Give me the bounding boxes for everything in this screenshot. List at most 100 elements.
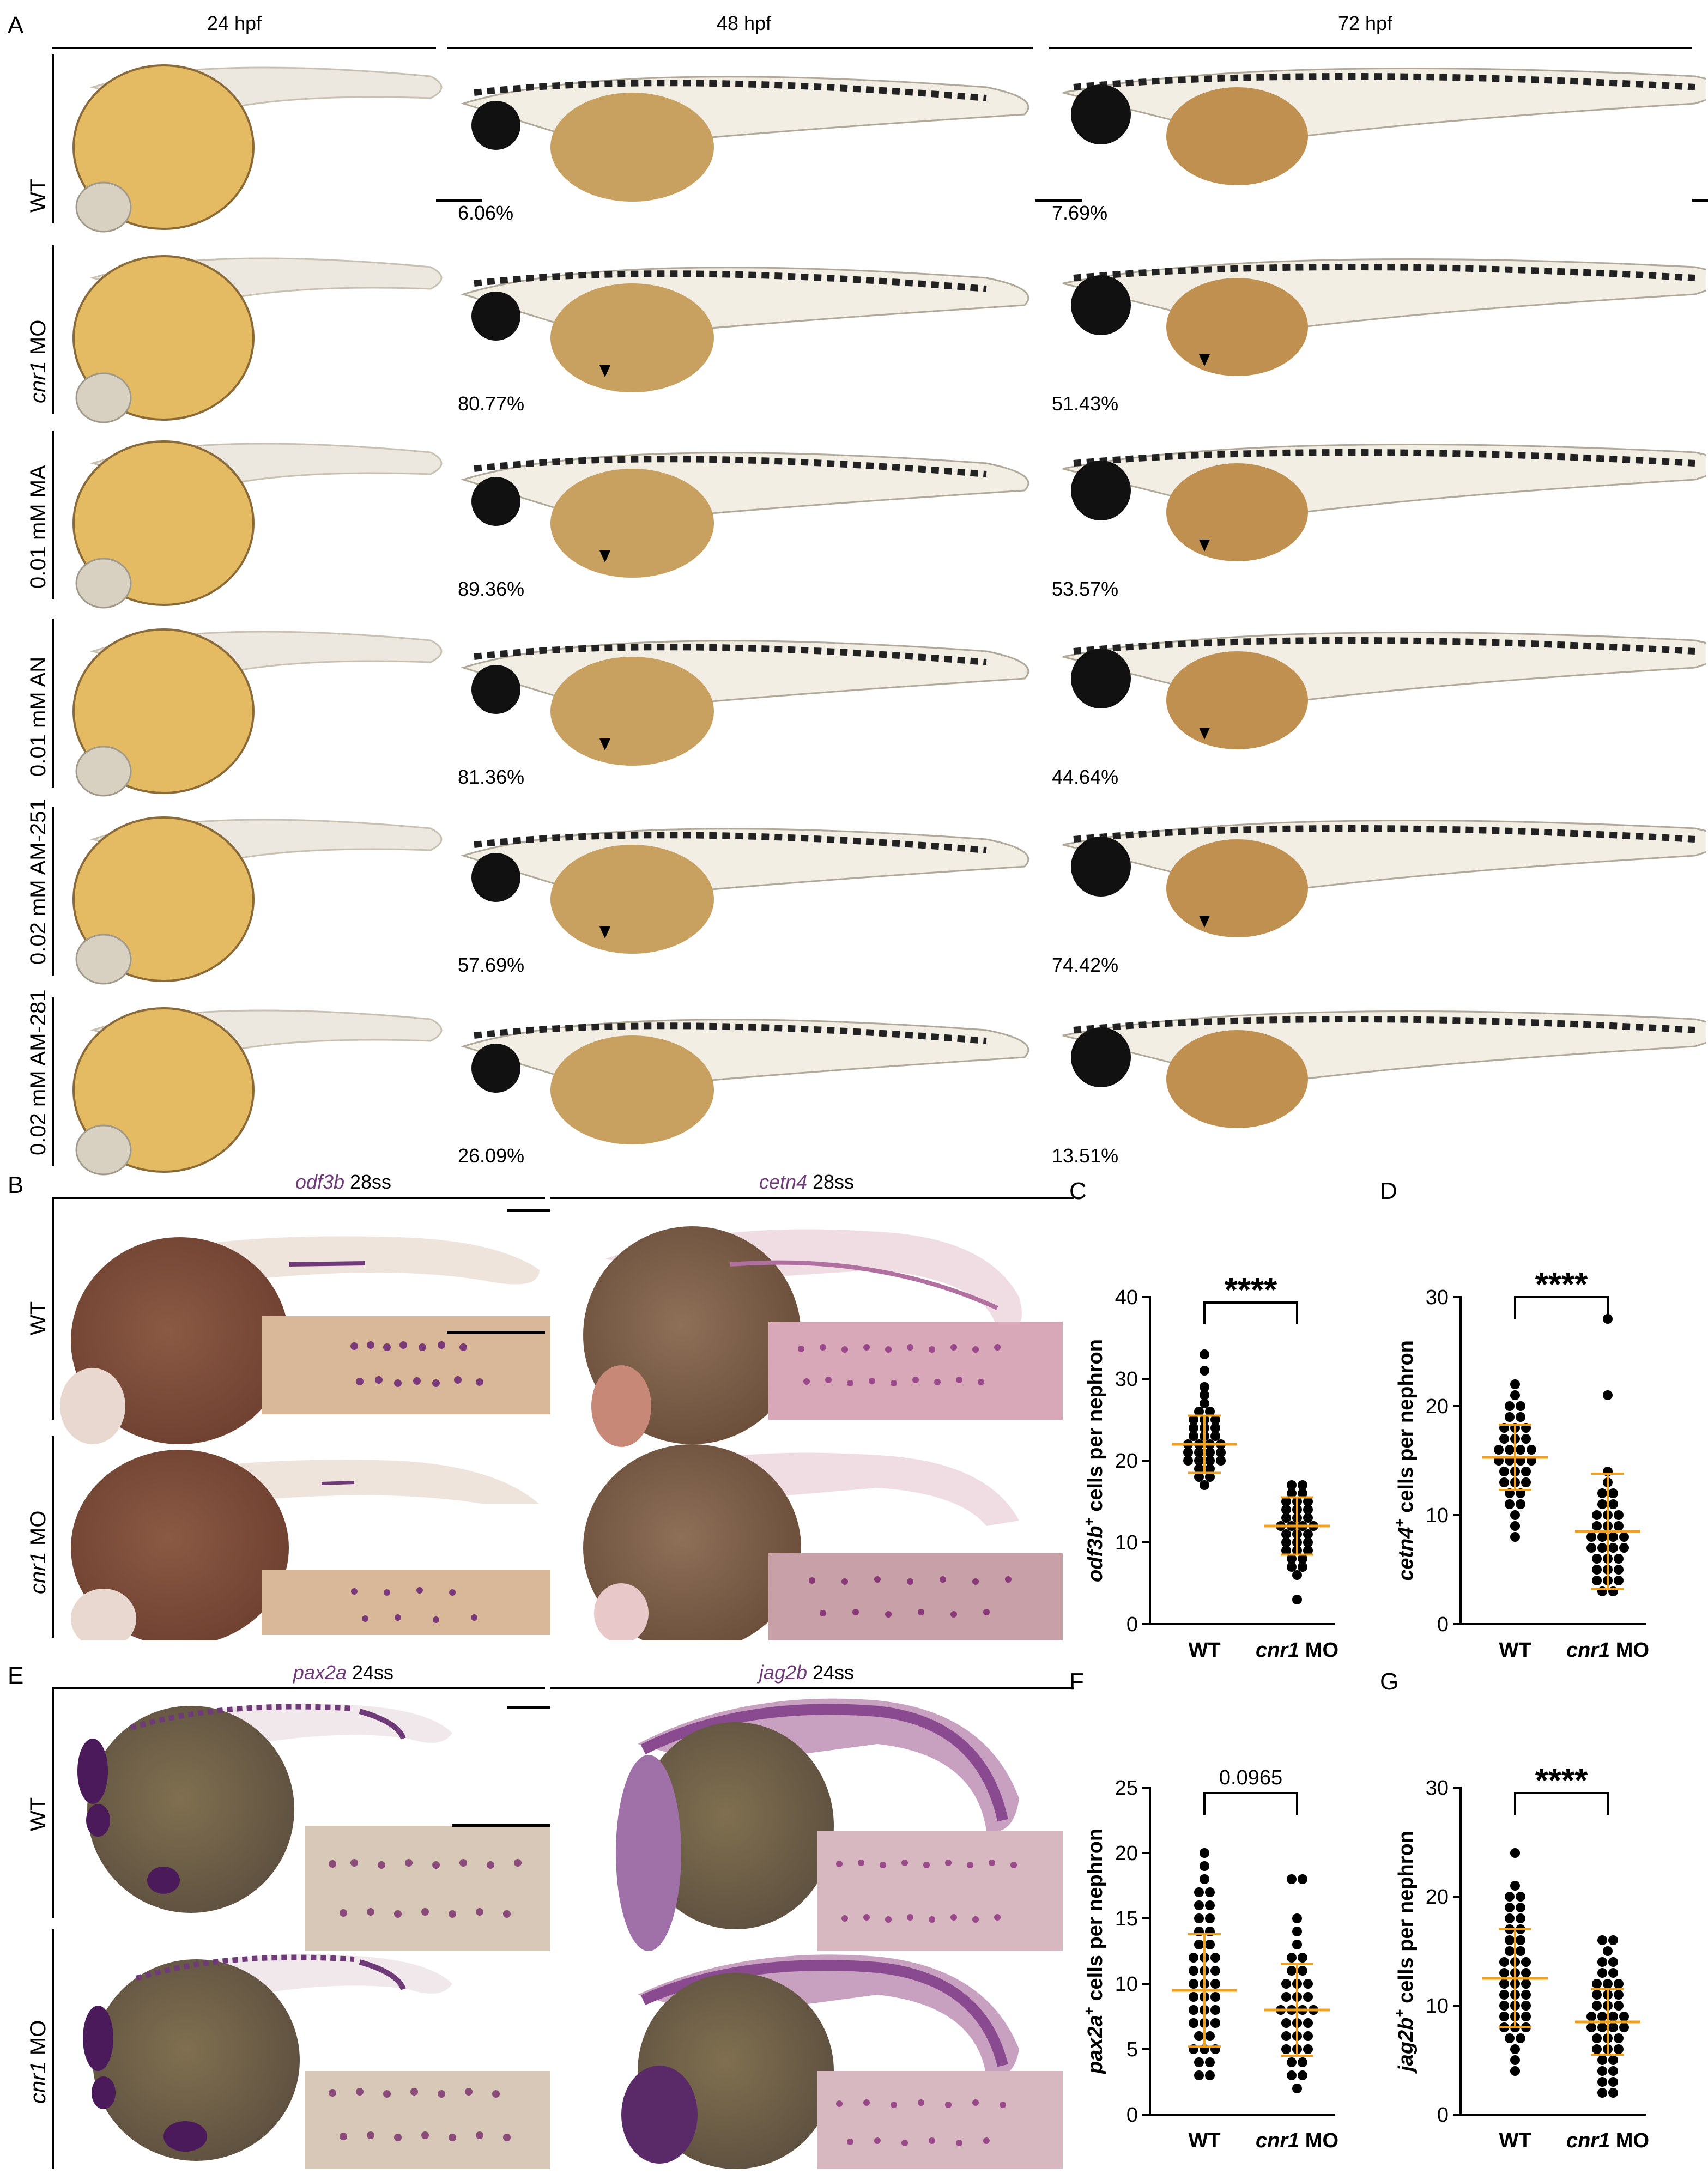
y-tick-label: 10	[1426, 1995, 1449, 2018]
data-point	[1281, 1546, 1291, 1555]
data-point	[1281, 1979, 1291, 1989]
data-point	[1200, 1349, 1209, 1359]
embryo-24hpf	[72, 816, 443, 985]
data-point	[1499, 1477, 1509, 1487]
col-head-24hpf: 24 hpf	[207, 12, 262, 34]
scale-bar	[1035, 199, 1082, 202]
row-rule	[52, 54, 54, 223]
data-point	[1303, 1505, 1313, 1515]
panel-e-ish-images	[77, 1698, 1063, 2169]
data-point	[1597, 2088, 1607, 2098]
y-tick-label: 40	[1115, 1286, 1138, 1309]
data-point	[1521, 2012, 1531, 2021]
data-point	[1505, 1935, 1515, 1945]
inset-wt-pax2a	[305, 1826, 550, 1951]
data-point	[1521, 2001, 1531, 2011]
data-point	[1521, 1968, 1531, 1978]
data-point	[1510, 1379, 1520, 1389]
data-point	[1597, 1968, 1607, 1978]
row-label: WT	[26, 178, 50, 213]
y-tick-label: 20	[1115, 1450, 1138, 1473]
panel-letter: C	[1069, 1178, 1087, 1204]
data-point	[1210, 2018, 1220, 2028]
data-point	[1205, 2057, 1215, 2067]
significance-bracket	[1514, 1792, 1609, 1815]
data-point	[1614, 2033, 1624, 2043]
significance-label: 0.0965	[1219, 1766, 1282, 1789]
larva-48hpf	[460, 452, 1029, 578]
row-label-wt: WT	[26, 1797, 50, 1831]
x-category-label: WT	[1499, 2129, 1531, 2152]
data-point	[1619, 2012, 1629, 2021]
col-head-48hpf: 48 hpf	[716, 12, 772, 34]
panel-letter-e: E	[8, 1662, 24, 1689]
x-category-label: cnr1 MO	[1566, 1639, 1649, 1662]
data-point	[1597, 1543, 1607, 1553]
row-label: 0.01 mM MA	[26, 465, 50, 589]
y-axis-label: jag2b+ cells per nephron	[1391, 1831, 1418, 2074]
data-point	[1516, 2033, 1525, 2043]
inset-mo-jag2b	[817, 2071, 1063, 2169]
data-point	[1216, 1448, 1226, 1457]
inset-mo-odf3b	[262, 1570, 550, 1635]
y-tick-label: 20	[1426, 1886, 1449, 1909]
row-label: cnr1 MO	[26, 319, 50, 403]
data-point	[1303, 2018, 1313, 2028]
data-point	[1189, 2005, 1198, 2015]
x-category-label: WT	[1499, 1639, 1531, 1662]
arrowhead-marker	[1199, 540, 1210, 552]
data-point	[1189, 1953, 1198, 1963]
embryo-mo-pax2a	[83, 1954, 452, 2161]
phenotype-percent-72hpf: 7.69%	[1052, 202, 1108, 224]
data-point	[1614, 1576, 1624, 1585]
phenotype-percent-48hpf: 57.69%	[458, 954, 525, 976]
data-point	[1608, 1935, 1618, 1945]
scale-bar	[1692, 199, 1708, 202]
data-point	[1200, 1874, 1209, 1884]
data-point	[1287, 1554, 1297, 1564]
data-point	[1608, 1957, 1618, 1967]
data-point	[1205, 2070, 1215, 2080]
embryo-row-images	[72, 816, 1706, 985]
data-point	[1205, 1456, 1215, 1466]
probe-label-pax2a: pax2a 24ss	[293, 1661, 394, 1684]
data-point	[1586, 2012, 1596, 2021]
data-point	[1608, 2012, 1618, 2021]
chart-D: D 0 10 20 30 cetn4+ cells per nephron WT cnr1 M…	[1380, 1178, 1649, 1662]
data-point	[1298, 1874, 1307, 1884]
data-point	[1510, 1532, 1520, 1542]
y-axis-label: cetn4+ cells per nephron	[1391, 1340, 1418, 1581]
column-rule	[52, 47, 436, 49]
phenotype-percent-72hpf: 53.57%	[1052, 578, 1119, 600]
data-point	[1200, 1848, 1209, 1858]
data-point	[1608, 1543, 1618, 1553]
data-point	[1614, 1554, 1624, 1564]
data-point	[1527, 1445, 1536, 1455]
data-point	[1510, 1848, 1520, 1858]
data-point	[1603, 1390, 1613, 1400]
x-category-label: WT	[1188, 1639, 1220, 1662]
data-point	[1183, 1456, 1193, 1466]
column-rule	[550, 1197, 1074, 1199]
embryo-mo-odf3b	[71, 1450, 540, 1640]
y-tick-label: 30	[1115, 1368, 1138, 1391]
data-point	[1597, 1957, 1607, 1967]
data-point	[1194, 1464, 1204, 1474]
column-rule	[52, 1687, 545, 1689]
data-point	[1189, 1992, 1198, 2002]
data-point	[1205, 1407, 1215, 1416]
data-point	[1516, 1935, 1525, 1945]
data-point	[1194, 1913, 1204, 1923]
data-point	[1210, 2005, 1220, 2015]
larva-72hpf	[1062, 631, 1706, 749]
data-point	[1287, 1966, 1297, 1976]
data-point	[1194, 1940, 1204, 1949]
phenotype-percent-72hpf: 13.51%	[1052, 1144, 1119, 1167]
data-point	[1287, 1488, 1297, 1498]
data-point	[1592, 1565, 1602, 1575]
data-point	[1298, 1562, 1307, 1572]
data-point	[1205, 2031, 1215, 2041]
data-point	[1303, 2031, 1313, 2041]
data-point	[1592, 1979, 1602, 1989]
data-point	[1510, 2044, 1520, 2054]
